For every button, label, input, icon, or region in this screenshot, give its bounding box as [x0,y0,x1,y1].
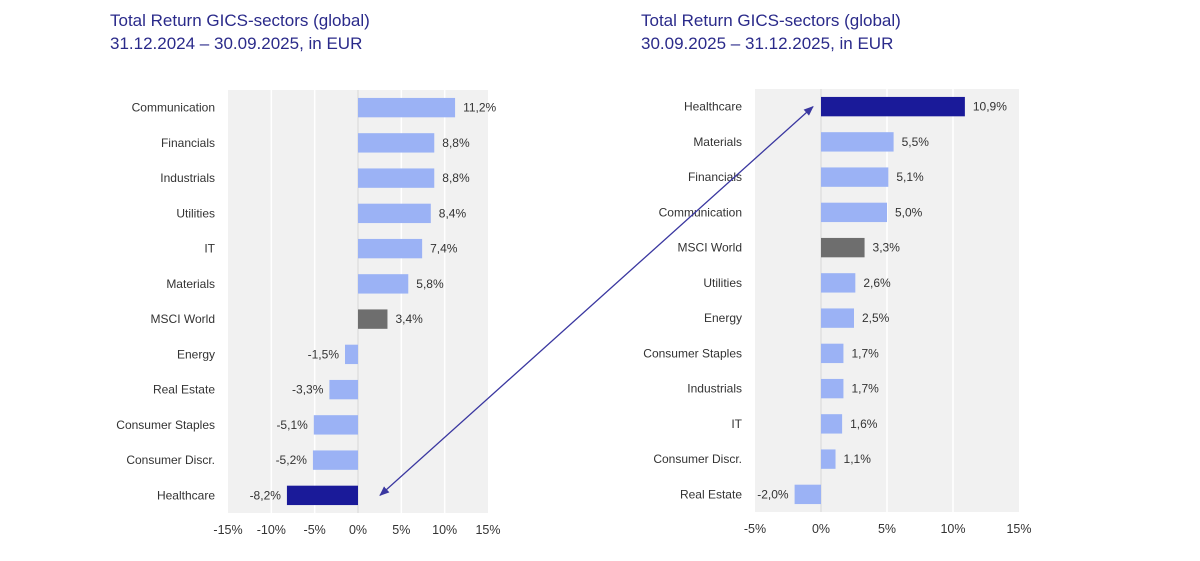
chart-1-bar-communication [358,97,456,118]
chart-2-data-label: 1,7% [851,382,879,396]
chart-1-data-label: -8,2% [250,488,282,502]
chart-2-bar-real-estate [794,484,821,505]
chart-1-data-label: -3,3% [292,383,324,397]
chart-1-x-tick-label: -15% [213,523,242,537]
chart-2-bar-energy [821,308,854,328]
chart-2-category-label: Healthcare [684,100,742,114]
chart-2-category-label: MSCI World [678,241,742,255]
healthcare-comparison-arrow [379,105,814,497]
chart-1-category-label: Consumer Discr. [126,453,215,467]
chart-1-bar-consumer-staples [313,415,358,435]
chart-2-category-label: Industrials [687,382,742,396]
chart-2-category-label: Consumer Discr. [653,452,742,466]
chart-1-data-label: -5,1% [276,418,308,432]
chart-1-data-label: 8,8% [442,171,470,185]
chart-2-data-label: 5,0% [895,205,923,219]
chart-2-data-label: 3,3% [873,241,901,255]
chart-1-bar-materials [358,274,409,294]
chart-2-data-label: 1,6% [850,417,878,431]
chart-2-x-tick-label: 0% [812,522,830,536]
chart-2-data-label: 10,9% [973,100,1007,114]
chart-2-bar-communication [821,202,887,223]
chart-1-category-label: Healthcare [157,488,215,502]
chart-1-data-label: 8,8% [442,136,470,150]
chart-1-category-label: Utilities [176,206,215,220]
chart-2-x-tick-label: -5% [744,522,766,536]
chart-2-bar-it [821,414,843,434]
chart-2-data-label: 2,6% [863,276,891,290]
chart-1-data-label: 8,4% [439,206,467,220]
chart-2-bar-msci-world [821,237,865,258]
chart-1-category-label: Industrials [160,171,215,185]
chart-2-category-label: Consumer Staples [643,346,742,360]
chart-1-x-tick-label: 10% [432,523,457,537]
chart-1-subtitle: 31.12.2024 – 30.09.2025, in EUR [110,34,363,53]
chart-2-bar-consumer-discr [821,449,836,469]
chart-1-bar-industrials [358,168,435,188]
chart-2-data-label: 2,5% [862,311,890,325]
chart-2-title-line: Total Return GICS-sectors (global) [641,11,901,30]
chart-2-x-tick-label: 10% [940,522,965,536]
chart-2-category-label: Energy [704,311,742,325]
chart-1-bar-healthcare [286,485,358,506]
chart-2-category-label: Utilities [703,276,742,290]
chart-2-category-label: Real Estate [680,487,742,501]
chart-2-data-label: -2,0% [757,487,789,501]
chart-2-x-tick-label: 5% [878,522,896,536]
chart-2-bar-financials [821,167,889,187]
chart-1-bar-energy [345,344,358,365]
chart-1-category-label: Materials [166,277,215,291]
chart-1-category-label: Real Estate [153,383,215,397]
chart-2-bar-industrials [821,378,844,399]
chart-2-data-label: 1,7% [851,346,879,360]
chart-1-data-label: -1,5% [308,347,340,361]
chart-2-bar-materials [821,132,894,152]
chart-2-subtitle: 30.09.2025 – 31.12.2025, in EUR [641,34,894,53]
chart-2-title: Total Return GICS-sectors (global) 30.09… [641,9,901,55]
chart-2-category-label: IT [731,417,742,431]
chart-1-category-label: MSCI World [151,312,215,326]
chart-1-category-label: Communication [132,101,215,115]
chart-1-bar-utilities [358,203,431,224]
chart-1-category-label: IT [204,242,215,256]
chart-1-bar-financials [358,133,435,153]
chart-2-data-label: 1,1% [844,452,872,466]
chart-1-x-tick-label: 15% [475,523,500,537]
chart-1-x-tick-label: -5% [304,523,326,537]
chart-1-data-label: 5,8% [416,277,444,291]
chart-2-bar-healthcare [821,96,965,117]
chart-2-bar-consumer-staples [821,343,844,364]
chart-2-data-label: 5,1% [896,170,924,184]
chart-1-data-label: -5,2% [276,453,308,467]
chart-1-x-tick-label: 5% [392,523,410,537]
chart-1-x-tick-label: 0% [349,523,367,537]
chart-1-title: Total Return GICS-sectors (global) 31.12… [110,9,370,55]
chart-1-category-label: Consumer Staples [116,418,215,432]
chart-1-category-label: Energy [177,347,215,361]
chart-1-data-label: 7,4% [430,242,458,256]
chart-2-data-label: 5,5% [902,135,930,149]
chart-2-bar-utilities [821,273,856,293]
chart-1-title-line: Total Return GICS-sectors (global) [110,11,370,30]
chart-1-bar-real-estate [329,379,358,400]
chart-1-data-label: 3,4% [395,312,423,326]
chart-1-data-label: 11,2% [463,101,496,115]
chart-1-category-label: Financials [161,136,215,150]
chart-2-x-tick-label: 15% [1006,522,1031,536]
chart-1-bar-msci-world [358,309,388,329]
chart-1-bar-it [358,238,423,259]
chart-2-category-label: Materials [693,135,742,149]
chart-1-x-tick-label: -10% [257,523,286,537]
chart-1-bar-consumer-discr [312,450,358,470]
